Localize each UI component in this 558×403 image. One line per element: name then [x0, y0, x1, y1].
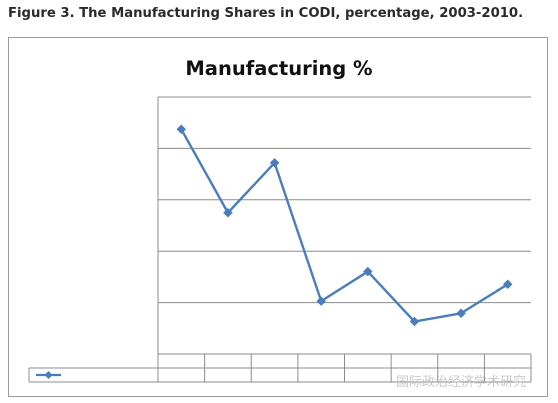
series-layer: [176, 124, 513, 327]
gridlines: [158, 96, 531, 304]
data-point-marker: [223, 207, 233, 218]
chart-title: Manufacturing %: [185, 57, 372, 80]
data-point-marker: [409, 316, 420, 327]
legend-marker: [44, 371, 53, 379]
data-table: [28, 353, 532, 383]
watermark-text: 国际政治经济学术研究: [396, 374, 526, 390]
manufacturing-line-chart: Manufacturing % 国际政治经济学术研究: [28, 57, 532, 390]
series-line-manufacturing: [180, 128, 509, 323]
chart-frame: Manufacturing % 国际政治经济学术研究: [8, 37, 548, 397]
data-point-marker: [269, 157, 280, 168]
data-point-marker: [362, 266, 373, 277]
figure-caption: Figure 3. The Manufacturing Shares in CO…: [8, 6, 524, 21]
data-point-marker: [176, 124, 187, 135]
data-point-marker: [316, 296, 327, 307]
data-point-marker: [456, 308, 466, 319]
data-point-marker: [502, 279, 513, 290]
